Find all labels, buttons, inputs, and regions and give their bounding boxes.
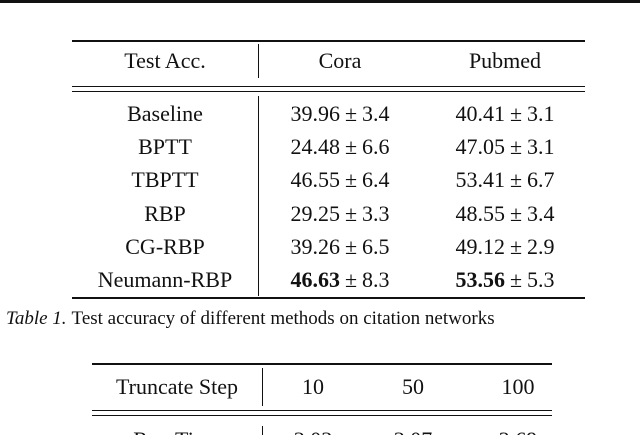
- std: 3.4: [527, 200, 555, 226]
- header-cell: 10: [302, 374, 324, 399]
- plus-minus: ±: [344, 200, 358, 226]
- row-label: Run Time: [133, 429, 220, 435]
- plus-minus: ±: [344, 167, 358, 193]
- std: 6.4: [362, 167, 390, 193]
- mean: 46.63: [290, 267, 340, 292]
- std: 8.3: [362, 267, 390, 292]
- table-rule: [92, 363, 552, 365]
- value-cell: 3.07: [394, 429, 433, 435]
- result-cell: 39.26 ±6.5: [290, 233, 390, 259]
- row-label: TBPTT: [131, 167, 199, 193]
- page-header-rule: [0, 0, 640, 3]
- table-rule: [92, 415, 552, 416]
- result-cell: 40.41 ±3.1: [455, 103, 554, 125]
- plus-minus: ±: [509, 267, 523, 292]
- mean: 48.55: [455, 200, 505, 226]
- result-cell: 53.56 ±5.3: [455, 269, 554, 291]
- mean: 39.96: [290, 101, 340, 126]
- std: 3.1: [527, 134, 555, 160]
- result-cell: 46.55 ±6.4: [290, 169, 389, 191]
- header-cell: Pubmed: [468, 48, 542, 73]
- std: 6.7: [527, 167, 555, 193]
- header-cell: Test Acc.: [124, 48, 206, 73]
- table-caption: Table 1. Test accuracy of different metho…: [6, 308, 495, 330]
- plus-minus: ±: [509, 101, 523, 126]
- result-cell: 24.48 ±6.6: [290, 136, 389, 158]
- mean: 47.05: [455, 134, 505, 160]
- column-divider: [262, 368, 263, 406]
- mean: 53.56: [455, 267, 505, 292]
- column-divider: [258, 44, 259, 78]
- table-rule: [72, 297, 585, 299]
- caption-text: Test accuracy of different methods on ci…: [71, 308, 495, 329]
- std: 5.3: [527, 267, 555, 292]
- column-divider: [258, 96, 259, 296]
- plus-minus: ±: [344, 267, 358, 292]
- header-cell: 50: [402, 374, 424, 399]
- table-rule: [92, 410, 552, 411]
- table-rule: [72, 86, 585, 87]
- row-label: BPTT: [138, 134, 192, 160]
- result-cell: 29.25 ±3.3: [290, 200, 390, 226]
- row-label: RBP: [144, 200, 186, 226]
- plus-minus: ±: [344, 134, 358, 160]
- mean: 29.25: [290, 200, 340, 226]
- result-cell: 48.55 ±3.4: [455, 200, 555, 226]
- result-cell: 39.96 ±3.4: [290, 103, 389, 125]
- value-cell: 3.03: [294, 429, 333, 435]
- plus-minus: ±: [509, 233, 523, 259]
- result-cell: 53.41 ±6.7: [455, 169, 554, 191]
- std: 6.5: [362, 233, 390, 259]
- std: 3.4: [362, 101, 390, 126]
- std: 2.9: [527, 233, 555, 259]
- result-cell: 49.12 ±2.9: [455, 233, 555, 259]
- mean: 46.55: [290, 167, 340, 193]
- std: 3.3: [362, 200, 390, 226]
- header-cell: Truncate Step: [115, 374, 239, 399]
- plus-minus: ±: [344, 101, 358, 126]
- caption-label: Table 1.: [6, 308, 67, 329]
- std: 3.1: [527, 101, 555, 126]
- value-cell: 2.69: [499, 429, 538, 435]
- mean: 53.41: [455, 167, 505, 193]
- column-divider: [262, 426, 263, 435]
- row-label: Neumann-RBP: [97, 267, 233, 292]
- plus-minus: ±: [344, 233, 358, 259]
- result-cell: 46.63 ±8.3: [290, 269, 389, 291]
- mean: 49.12: [455, 233, 505, 259]
- mean: 24.48: [290, 134, 340, 160]
- header-cell: Cora: [318, 48, 362, 73]
- std: 6.6: [362, 134, 390, 160]
- plus-minus: ±: [509, 167, 523, 193]
- plus-minus: ±: [509, 200, 523, 226]
- header-cell: 100: [501, 374, 535, 399]
- mean: 39.26: [290, 233, 340, 259]
- row-label: Baseline: [127, 101, 203, 126]
- plus-minus: ±: [509, 134, 523, 160]
- table-rule: [72, 91, 585, 92]
- row-label: CG-RBP: [125, 233, 205, 259]
- result-cell: 47.05 ±3.1: [455, 136, 554, 158]
- table-rule: [72, 40, 585, 42]
- mean: 40.41: [455, 101, 505, 126]
